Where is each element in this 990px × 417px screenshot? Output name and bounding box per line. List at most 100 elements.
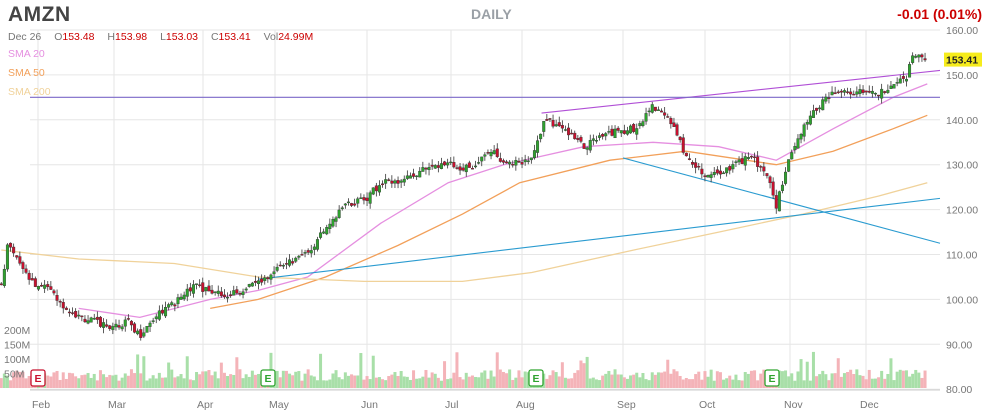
volume-bar bbox=[185, 356, 189, 388]
candle-body bbox=[647, 110, 651, 113]
chart-period: DAILY bbox=[471, 6, 512, 22]
volume-bar bbox=[9, 380, 13, 388]
candle-body bbox=[40, 285, 44, 287]
low-label: L bbox=[160, 31, 166, 43]
candle-body bbox=[368, 192, 372, 204]
volume-bar bbox=[353, 375, 357, 388]
volume-bar bbox=[678, 375, 682, 388]
volume-bar bbox=[309, 375, 313, 388]
volume-bar bbox=[108, 374, 112, 388]
volume-bar bbox=[793, 380, 797, 388]
candle-body bbox=[877, 94, 881, 97]
x-tick-label: May bbox=[269, 399, 290, 411]
upper-support-trendline bbox=[622, 157, 941, 244]
candle-body bbox=[309, 250, 313, 254]
candle-body bbox=[641, 121, 645, 126]
candle-body bbox=[439, 163, 443, 169]
volume-bar bbox=[753, 370, 757, 388]
candle-body bbox=[849, 91, 853, 95]
volume-bar bbox=[684, 377, 688, 388]
volume-bar bbox=[129, 369, 133, 388]
volume-bar bbox=[883, 378, 887, 388]
candle-body bbox=[374, 185, 378, 192]
volume-bar bbox=[740, 380, 744, 388]
volume-bar bbox=[381, 379, 385, 388]
y-tick-label: 100.00 bbox=[946, 294, 978, 306]
candle-body bbox=[98, 316, 102, 327]
candle-body bbox=[557, 122, 561, 127]
candle-body bbox=[579, 136, 583, 142]
volume-bar bbox=[136, 354, 140, 388]
volume-bar bbox=[95, 380, 99, 388]
candle-body bbox=[49, 286, 53, 290]
candle-body bbox=[5, 244, 9, 270]
volume-bar bbox=[728, 375, 732, 388]
x-tick-label: Oct bbox=[699, 399, 715, 411]
volume-bar bbox=[201, 371, 205, 388]
candle-body bbox=[108, 325, 112, 329]
candle-body bbox=[136, 330, 140, 335]
trendlines bbox=[30, 69, 941, 280]
candle-body bbox=[257, 280, 261, 284]
candle-body bbox=[635, 128, 639, 135]
volume-bar bbox=[365, 376, 369, 388]
volume-bar bbox=[625, 378, 629, 388]
candle-body bbox=[89, 317, 93, 323]
x-tick-label: Mar bbox=[108, 399, 127, 411]
candle-body bbox=[433, 165, 437, 169]
volume-bar bbox=[288, 373, 292, 388]
candle-body bbox=[483, 154, 487, 157]
candle-body bbox=[923, 58, 927, 61]
candle-body bbox=[864, 90, 868, 93]
candle-body bbox=[250, 282, 254, 287]
volume-bar bbox=[15, 370, 19, 388]
volume-bar bbox=[594, 379, 598, 388]
volume-bar bbox=[492, 376, 496, 388]
volume-bar bbox=[0, 378, 3, 388]
volume-bar bbox=[5, 375, 9, 388]
candle-body bbox=[458, 166, 462, 171]
candle-body bbox=[765, 173, 769, 177]
candle-body bbox=[470, 168, 474, 170]
volume-bar bbox=[629, 375, 633, 388]
volume-bar bbox=[681, 379, 685, 388]
candle-body bbox=[2, 268, 6, 286]
candle-body bbox=[703, 175, 707, 178]
volume-bar bbox=[697, 371, 701, 388]
candle-body bbox=[300, 254, 304, 256]
candle-body bbox=[691, 162, 695, 165]
volume-bar bbox=[858, 375, 862, 388]
candle-body bbox=[232, 290, 236, 296]
volume-bar bbox=[195, 372, 199, 388]
sma20-line bbox=[78, 83, 928, 319]
candle-body bbox=[573, 132, 577, 140]
x-tick-label: Nov bbox=[784, 399, 803, 411]
candle-body bbox=[598, 135, 602, 138]
candle-body bbox=[625, 130, 629, 135]
candle-body bbox=[889, 85, 893, 89]
earnings-marker bbox=[30, 369, 46, 387]
volume-bar bbox=[46, 375, 50, 388]
volume-bar bbox=[120, 377, 124, 388]
candle-body bbox=[446, 162, 450, 166]
volume-bar bbox=[641, 372, 645, 388]
volume-bar bbox=[64, 378, 68, 388]
volume-bar bbox=[241, 378, 245, 388]
candle-body bbox=[154, 316, 158, 320]
volume-bar bbox=[852, 374, 856, 388]
candle-body bbox=[0, 283, 3, 286]
candle-body bbox=[114, 323, 118, 328]
volume-bar bbox=[229, 374, 233, 388]
last-price-label: 153.41 bbox=[946, 55, 978, 67]
candle-body bbox=[638, 123, 642, 127]
volume-bar bbox=[864, 379, 868, 388]
candle-body bbox=[126, 318, 130, 320]
volume-bar bbox=[399, 371, 403, 388]
axes: 160.00 150.00 140.00 130.00 120.00 110.00 100.… bbox=[4, 25, 982, 411]
candle-body bbox=[505, 161, 509, 164]
candle-body bbox=[191, 284, 195, 294]
volume-bar bbox=[24, 378, 28, 388]
volume-bar bbox=[576, 370, 580, 388]
volume-bar bbox=[796, 371, 800, 388]
volume-bar bbox=[849, 369, 853, 388]
